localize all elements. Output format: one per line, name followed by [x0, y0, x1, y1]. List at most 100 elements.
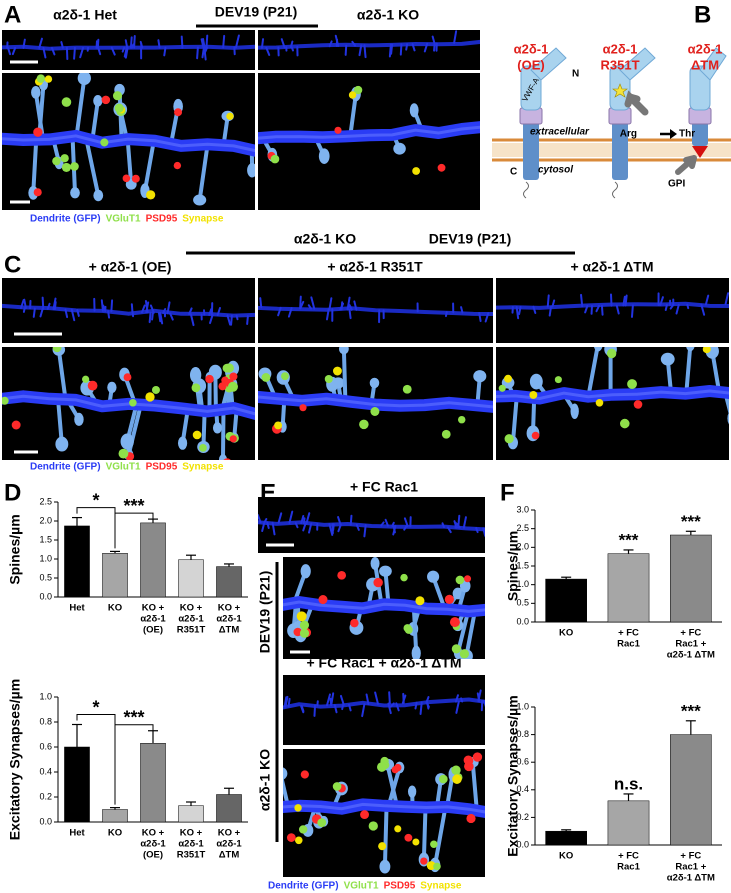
panel-label: D	[4, 479, 21, 506]
spine	[208, 308, 213, 316]
bar	[607, 800, 650, 846]
puncta	[298, 825, 308, 834]
spine-head	[107, 381, 117, 394]
spine-head	[570, 403, 579, 419]
spine	[403, 517, 409, 528]
spine	[341, 703, 345, 711]
puncta	[368, 821, 378, 831]
puncta	[404, 833, 413, 842]
puncta	[33, 127, 43, 137]
puncta	[173, 161, 182, 170]
dendrite	[2, 303, 255, 318]
spine	[433, 42, 436, 52]
spine	[300, 704, 305, 713]
puncta	[82, 375, 90, 383]
spine	[169, 312, 174, 321]
puncta	[299, 628, 310, 638]
spine	[390, 43, 394, 55]
y-tick-label: 0.5	[516, 598, 529, 608]
legend-label: Dendrite (GFP)	[30, 462, 101, 473]
spine	[453, 30, 458, 44]
spine	[308, 522, 313, 534]
spine-head	[218, 454, 227, 460]
puncta	[360, 810, 369, 820]
spine	[266, 521, 270, 529]
puncta	[370, 407, 380, 416]
puncta	[378, 842, 387, 851]
y-axis-label: Spines/µm	[505, 531, 521, 601]
spine	[456, 523, 461, 529]
spine-head	[411, 645, 421, 659]
panel-title: DEV19 (P21)	[429, 231, 511, 247]
puncta	[174, 108, 183, 117]
spine	[414, 701, 418, 710]
spine	[546, 294, 550, 308]
spine	[363, 524, 367, 538]
dendrite	[283, 697, 485, 710]
puncta	[437, 163, 446, 172]
x-tick-label: KO	[108, 603, 122, 614]
puncta	[129, 398, 137, 407]
x-tick-label: (OE)	[143, 625, 163, 636]
spine	[328, 40, 333, 48]
y-tick-label: 0.2	[39, 791, 52, 801]
spine	[110, 299, 114, 313]
spine	[277, 512, 283, 524]
spine	[403, 525, 408, 531]
legend-label: PSD95	[146, 462, 178, 473]
spine	[361, 703, 366, 718]
puncta	[463, 755, 474, 765]
legend-label: PSD95	[384, 881, 416, 892]
spine	[53, 300, 57, 311]
legend-label: Dendrite (GFP)	[30, 214, 101, 225]
spine-head	[686, 347, 695, 352]
region-label: extracellular	[530, 127, 590, 138]
bar	[140, 522, 166, 598]
arrow-head	[670, 129, 677, 139]
spine-head	[120, 433, 134, 450]
micrograph	[258, 347, 493, 439]
region-label: cytosol	[538, 165, 573, 176]
spine-head	[70, 187, 80, 199]
spine	[140, 304, 146, 314]
micrograph	[258, 510, 485, 538]
spine	[263, 518, 268, 524]
spine	[686, 303, 690, 310]
spine	[50, 46, 56, 56]
spine	[411, 43, 416, 52]
puncta	[350, 618, 359, 628]
puncta	[457, 415, 466, 424]
spine-head	[379, 565, 392, 577]
puncta	[337, 570, 347, 580]
spine	[724, 292, 729, 306]
micrograph	[2, 347, 255, 460]
y-tick-label: 0.5	[39, 572, 52, 582]
puncta	[620, 418, 630, 429]
puncta	[332, 782, 342, 791]
x-tick-label: KO +	[142, 603, 165, 614]
significance: ***	[619, 530, 639, 549]
spine	[388, 43, 392, 58]
spine	[142, 141, 156, 193]
puncta	[404, 625, 413, 634]
puncta	[123, 373, 132, 382]
puncta	[192, 430, 202, 440]
spine	[162, 308, 167, 315]
x-tick-label: α2δ-1	[140, 839, 166, 850]
significance: ***	[681, 512, 701, 531]
y-tick-label: 0.8	[39, 716, 52, 726]
spine	[307, 304, 313, 310]
puncta	[205, 374, 214, 384]
spine	[124, 39, 129, 49]
x-tick-label: α2δ-1	[140, 614, 166, 625]
spine	[353, 300, 358, 311]
y-tick-label: 2.0	[39, 515, 52, 525]
y-tick-label: 1.0	[39, 553, 52, 563]
spine	[675, 303, 680, 315]
x-tick-label: ΔTM	[219, 850, 240, 861]
spine	[130, 303, 134, 313]
spine	[387, 702, 392, 715]
protein-diagram	[492, 47, 731, 199]
puncta	[377, 762, 387, 772]
bracket	[76, 507, 116, 514]
